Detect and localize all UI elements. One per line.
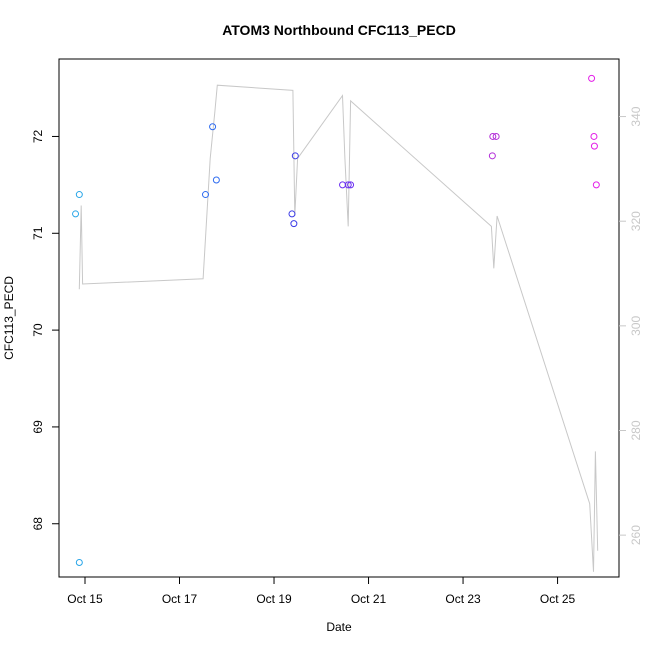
data-point [592,181,600,189]
data-point [209,123,217,131]
data-point [489,132,497,140]
y2-tick-label: 260 [629,525,643,545]
altitude-line [78,84,599,572]
y-tick-label: 72 [31,129,45,143]
y2-tick-label: 320 [629,211,643,231]
data-point [590,142,598,150]
data-point [201,191,209,199]
y-tick-label: 68 [31,517,45,531]
data-point [590,132,598,140]
y-tick-label: 71 [31,226,45,240]
data-point [212,176,220,184]
data-point [75,191,83,199]
data-point [288,210,296,218]
data-point [347,181,355,189]
y2-tick-label: 300 [629,316,643,336]
data-point [344,181,352,189]
x-tick-label: Oct 19 [256,592,292,606]
data-point [492,132,500,140]
y2-axis-right: 260 280 300 320 340 [619,106,643,545]
x-axis: Oct 15 Oct 17 Oct 19 Oct 21 Oct 23 Oct 25 [67,577,576,606]
altitude-line-layer [78,84,599,572]
y-tick-label: 70 [31,323,45,337]
data-point [339,181,347,189]
plot-frame [58,58,620,578]
data-point [291,152,299,160]
x-tick-label: Oct 21 [351,592,387,606]
y2-tick-label: 340 [629,106,643,126]
data-points-layer [72,74,600,566]
x-tick-label: Oct 17 [162,592,198,606]
x-tick-label: Oct 25 [540,592,576,606]
x-axis-label: Date [326,620,352,634]
data-point [290,220,298,228]
y2-tick-label: 280 [629,420,643,440]
data-point [488,152,496,160]
data-point [588,74,596,82]
x-tick-label: Oct 15 [67,592,103,606]
data-point [72,210,80,218]
y-tick-label: 69 [31,420,45,434]
y-axis: 68 69 70 71 72 [31,129,59,530]
x-tick-label: Oct 23 [445,592,481,606]
chart-title: ATOM3 Northbound CFC113_PECD [222,22,456,38]
data-point [75,558,83,566]
y-axis-label: CFC113_PECD [2,276,16,360]
